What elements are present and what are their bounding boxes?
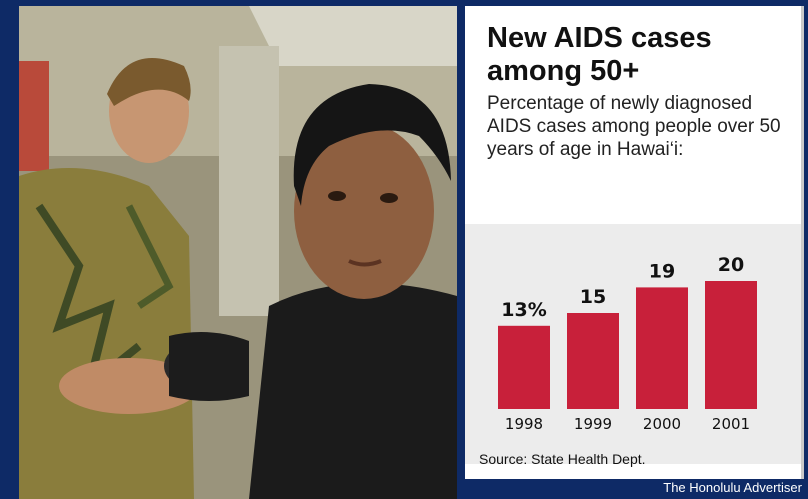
- value-label-1998: 13%: [501, 299, 546, 321]
- bar-1998: [498, 325, 550, 409]
- chart-subtitle: Percentage of newly diagnosed AIDS cases…: [487, 93, 781, 160]
- chart-panel: New AIDS cases among 50+ Percentage of n…: [465, 6, 804, 479]
- bar-2000: [636, 287, 688, 409]
- category-label-1998: 1998: [505, 415, 543, 433]
- news-photo: [19, 6, 457, 499]
- value-label-2000: 19: [649, 260, 675, 282]
- value-label-1999: 15: [580, 286, 606, 308]
- bar-chart-area: 13% 1998 15 1999 19 2000 20 2001 Source: State …: [465, 224, 801, 467]
- category-label-2000: 2000: [643, 415, 681, 433]
- publisher-credit: The Honolulu Advertiser: [663, 480, 802, 495]
- category-label-2001: 2001: [712, 415, 750, 433]
- bar-2001: [705, 281, 757, 409]
- source-note: Source: State Health Dept.: [479, 451, 646, 467]
- bar-chart: 13% 1998 15 1999 19 2000 20 2001: [498, 254, 757, 433]
- news-photo-illustration: [19, 6, 457, 499]
- category-label-1999: 1999: [574, 415, 612, 433]
- chart-title: New AIDS cases among 50+: [487, 22, 712, 87]
- bar-1999: [567, 313, 619, 409]
- value-label-2001: 20: [718, 254, 744, 276]
